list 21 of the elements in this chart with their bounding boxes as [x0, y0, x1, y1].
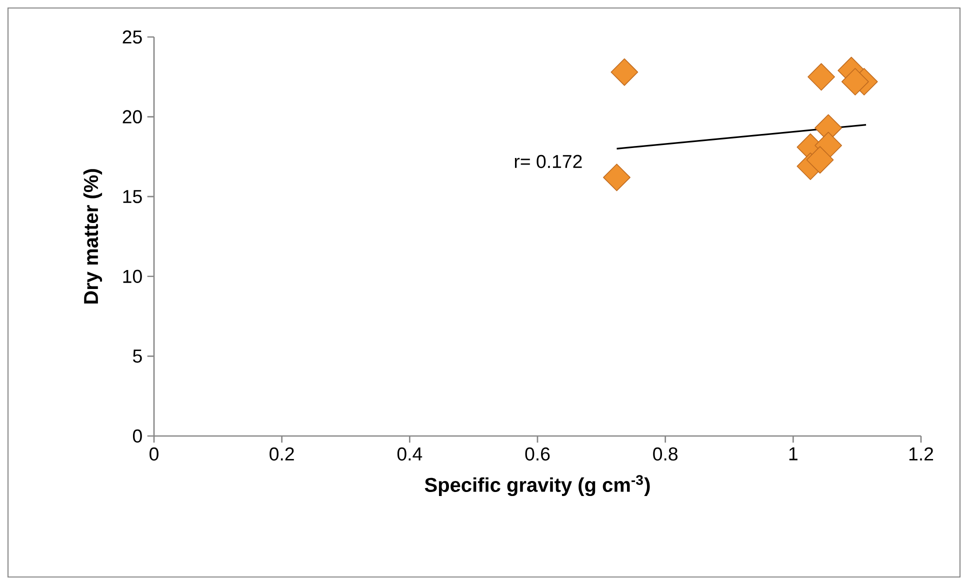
x-tick-label: 0.6 — [525, 447, 550, 461]
x-tick-label: 0.2 — [270, 447, 294, 461]
y-tick-label: 15 — [123, 190, 142, 204]
point — [610, 58, 638, 86]
y-tick-label: 5 — [133, 350, 142, 363]
x-tick-label: 0.4 — [397, 447, 422, 461]
point — [841, 68, 869, 96]
x-tick-label: 0 — [150, 447, 158, 461]
x-axis-title: Specific gravity (g cm$^{-3}$) — [424, 475, 650, 496]
y-tick-label: 0 — [132, 429, 142, 443]
x-tick-label: 1.2 — [909, 447, 934, 460]
point — [806, 146, 834, 174]
point — [808, 63, 835, 91]
x-tick-label: 0.8 — [653, 447, 678, 461]
annotation: r= 0.172 — [514, 154, 582, 168]
y-tick-label: 10 — [123, 270, 142, 284]
x-tick-label: 1 — [789, 447, 798, 460]
y-tick-label: 25 — [122, 30, 142, 44]
y-tick-label: 20 — [122, 110, 142, 124]
point — [603, 164, 630, 192]
y-axis-title: Dry matter (%) — [83, 169, 102, 304]
